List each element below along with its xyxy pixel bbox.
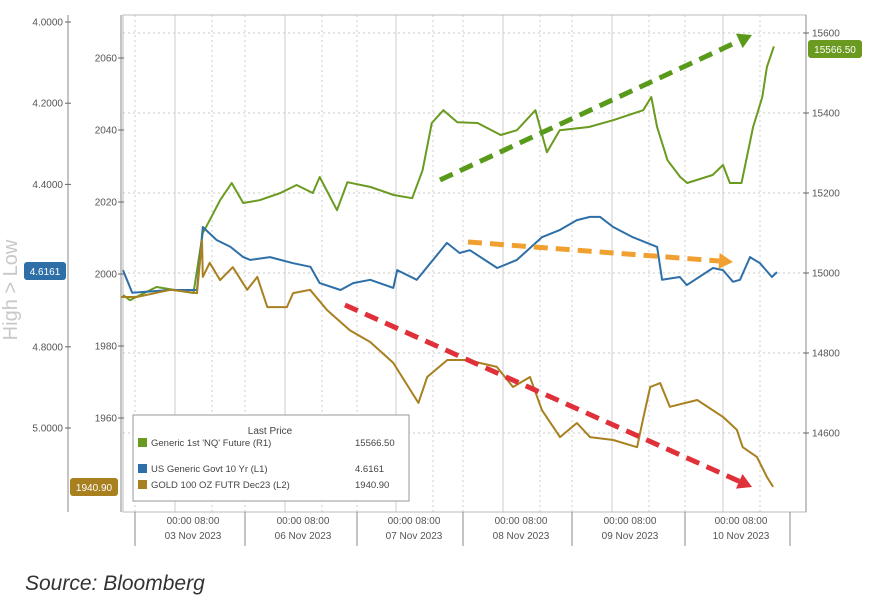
right-tick-label: 15000 (812, 269, 840, 280)
right-tick-label: 14600 (812, 429, 840, 440)
x-time-labels: 00:00 08:00 (277, 516, 330, 527)
trend-arrow-head (735, 33, 752, 49)
value-badges: 4.6161 1940.90 15566.50 (24, 40, 862, 496)
right-tick-label: 15200 (812, 189, 840, 200)
legend-entry-name: Generic 1st 'NQ' Future (R1) (151, 438, 271, 449)
left-inner-tick-label: 2020 (95, 198, 118, 209)
last-value-badge (70, 478, 118, 496)
last-value-badge (24, 262, 66, 280)
legend-swatch (138, 438, 147, 447)
series-line-us-10yr (122, 215, 778, 294)
left-inner-tick-label: 2000 (95, 270, 118, 281)
x-axis: 00:00 08:00 03 Nov 2023 00:00 08:00 06 Nov … (134, 512, 791, 546)
x-time-labels: 00:00 08:00 (715, 516, 768, 527)
x-day-label: 08 Nov 2023 (493, 531, 550, 542)
left-axis-title: High > Low (0, 239, 22, 340)
trend-arrow-line (467, 239, 720, 264)
last-value-badge (808, 40, 862, 58)
left-outer-tick-label: 4.8000 (32, 342, 63, 353)
left-outer-tick-label: 4.2000 (32, 99, 63, 110)
left-outer-tick-label: 4.4000 (32, 180, 63, 191)
legend-entry-value: 15566.50 (355, 438, 395, 449)
series-group (121, 46, 778, 488)
left-outer-tick-label: 5.0000 (32, 424, 63, 435)
last-value-badge-text: 15566.50 (814, 45, 856, 56)
source-caption: Source: Bloomberg (25, 572, 205, 595)
x-day-label: 03 Nov 2023 (165, 531, 222, 542)
series-line-gold (121, 239, 774, 488)
legend-swatch (138, 464, 147, 473)
left-inner-tick-label: 1980 (95, 342, 118, 353)
last-value-badge-text: 4.6161 (30, 267, 61, 278)
x-day-label: 09 Nov 2023 (602, 531, 659, 542)
legend-entry-name: US Generic Govt 10 Yr (L1) (151, 464, 268, 475)
trend-arrow-head (735, 473, 752, 489)
trend-arrow-head (718, 252, 733, 269)
series-line-nq-future (122, 46, 775, 302)
left-inner-tick-label: 1960 (95, 414, 118, 425)
x-time-labels: 00:00 08:00 (388, 516, 441, 527)
trend-arrow-line (343, 302, 741, 484)
legend-entry-value: 1940.90 (355, 480, 389, 491)
right-tick-label: 15400 (812, 109, 840, 120)
annotations (343, 33, 752, 489)
x-day-label: 10 Nov 2023 (713, 531, 770, 542)
last-value-badge-text: 1940.90 (76, 483, 113, 494)
trend-arrow-line (438, 38, 741, 183)
axis-ticks: 4.0000 4.2000 4.4000 4.8000 5.0000 2060 2040 20… (32, 18, 840, 440)
left-outer-tick-label: 4.0000 (32, 18, 63, 29)
right-tick-label: 15600 (812, 29, 840, 40)
right-tick-label: 14800 (812, 349, 840, 360)
x-day-label: 07 Nov 2023 (386, 531, 443, 542)
x-time-labels: 00:00 08:00 (495, 516, 548, 527)
x-time-labels: 00:00 08:00 (604, 516, 657, 527)
left-inner-tick-label: 2060 (95, 54, 118, 65)
left-inner-tick-label: 2040 (95, 126, 118, 137)
grid (123, 15, 806, 512)
legend-rows: Generic 1st 'NQ' Future (R1) 15566.50 US G… (138, 438, 395, 491)
legend-title: Last Price (248, 426, 293, 437)
legend-box (132, 414, 410, 502)
x-day-label: 06 Nov 2023 (275, 531, 332, 542)
legend: Last Price Generic 1st 'NQ' Future (R1) 1… (132, 414, 410, 502)
x-time-labels: 00:00 08:00 (167, 516, 220, 527)
legend-swatch (138, 480, 147, 489)
legend-entry-value: 4.6161 (355, 464, 384, 475)
legend-entry-name: GOLD 100 OZ FUTR Dec23 (L2) (151, 480, 290, 491)
